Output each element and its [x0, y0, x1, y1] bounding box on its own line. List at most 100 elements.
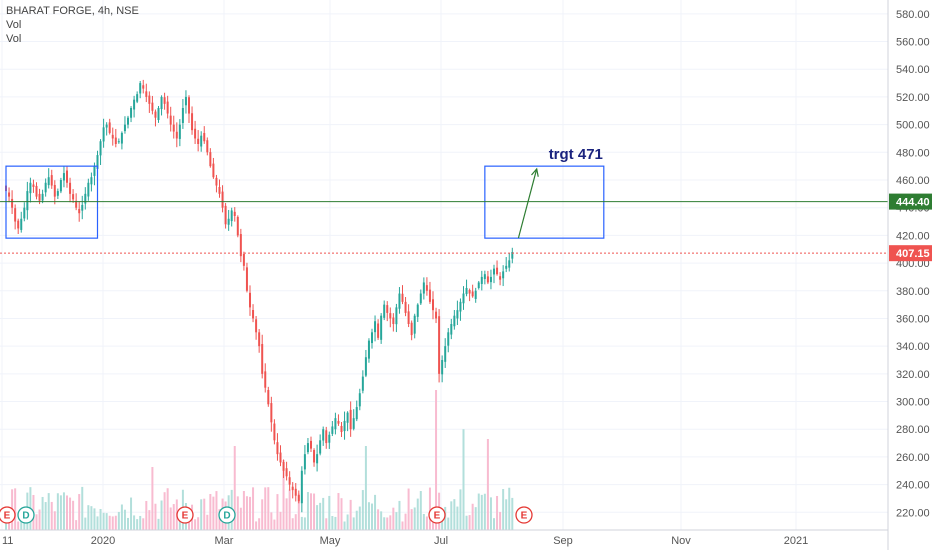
- dividend-event-marker[interactable]: [218, 506, 236, 524]
- candle-body: [502, 271, 505, 279]
- volume-bar: [264, 487, 267, 530]
- candle-body: [194, 128, 197, 139]
- event-marker-letter: E: [182, 511, 189, 522]
- earnings-event-marker[interactable]: [515, 506, 533, 524]
- volume-bar: [157, 518, 160, 530]
- candle-body: [416, 304, 419, 317]
- volume-bar: [69, 497, 72, 530]
- candle-body: [230, 210, 233, 222]
- target-arrow[interactable]: [517, 168, 538, 239]
- volume-bar: [374, 494, 377, 530]
- candle-body: [90, 177, 93, 185]
- candle-body: [221, 191, 224, 208]
- rectangle-drawing[interactable]: [5, 165, 99, 239]
- candle-body: [136, 94, 139, 102]
- candle-body: [489, 276, 492, 283]
- volume-bar: [276, 494, 279, 530]
- volume-bar: [178, 516, 181, 530]
- volume-bar: [14, 488, 17, 530]
- candle-body: [178, 124, 181, 139]
- dividend-event-marker[interactable]: [17, 506, 35, 524]
- volume-bar: [358, 506, 361, 530]
- volume-indicator-label[interactable]: Vol: [6, 19, 22, 31]
- target-annotation[interactable]: trgt 471: [549, 146, 603, 163]
- volume-bar: [407, 488, 410, 530]
- volume-bar: [255, 521, 258, 530]
- volume-bar: [239, 507, 242, 530]
- candle-body: [227, 218, 230, 225]
- candle-body: [99, 141, 102, 156]
- volume-bar: [99, 508, 102, 530]
- candle-body: [66, 170, 68, 183]
- volume-bar: [108, 515, 111, 530]
- volume-bar: [300, 516, 303, 530]
- price-tick-label: 320.00: [896, 369, 930, 381]
- candle-body: [203, 132, 206, 142]
- volume-bar: [120, 504, 123, 530]
- volume-bar: [392, 507, 395, 530]
- candle-body: [160, 96, 163, 110]
- volume-bar: [90, 506, 93, 530]
- rectangle-drawing[interactable]: [484, 165, 605, 239]
- volume-bar: [75, 520, 78, 530]
- time-axis[interactable]: 11 2020 Mar May Jul Sep Nov 2021: [2, 535, 808, 547]
- candle-body: [456, 310, 459, 319]
- candle-body: [352, 418, 355, 429]
- price-tag-label: 444.40: [896, 197, 930, 209]
- volume-bar: [325, 518, 328, 530]
- volume-bar: [50, 501, 53, 530]
- volume-indicator-label-2[interactable]: Vol: [6, 33, 22, 45]
- volume-bar: [209, 493, 212, 530]
- volume-bar: [136, 519, 139, 530]
- volume-bar: [38, 509, 41, 530]
- candle-body: [407, 311, 410, 324]
- volume-bar: [84, 517, 87, 530]
- price-tick-label: 260.00: [896, 452, 930, 464]
- candle-body: [346, 412, 349, 423]
- price-axis[interactable]: 220.00 240.00 260.00 280.00 300.00 320.00 340.…: [896, 9, 930, 519]
- candle-body: [206, 140, 209, 153]
- candle-body: [17, 220, 20, 229]
- volume-bar: [291, 518, 294, 530]
- volume-bar: [41, 496, 44, 530]
- earnings-event-marker[interactable]: [176, 506, 194, 524]
- candle-body: [184, 96, 187, 106]
- candle-body: [285, 468, 288, 477]
- drawings[interactable]: trgt 471: [0, 146, 888, 254]
- candle-body: [264, 371, 267, 388]
- candle-body: [364, 357, 367, 376]
- event-marker-letter: E: [434, 511, 441, 522]
- volume-bar: [215, 491, 218, 530]
- candle-body: [483, 274, 486, 280]
- candle-body: [102, 127, 105, 142]
- candle-body: [145, 91, 148, 97]
- volume-bar: [398, 500, 401, 530]
- earnings-event-marker[interactable]: [0, 506, 16, 524]
- price-tick-label: 420.00: [896, 230, 930, 242]
- candle-body: [432, 299, 434, 311]
- event-marker-letter: E: [521, 511, 528, 522]
- volume-bar: [242, 490, 245, 530]
- candle-body: [273, 423, 276, 441]
- candle-body: [215, 177, 218, 186]
- price-tick-label: 280.00: [896, 424, 930, 436]
- volume-bar: [319, 502, 322, 530]
- volume-bar: [285, 498, 288, 530]
- volume-bar: [197, 517, 200, 530]
- candle-body: [105, 124, 108, 128]
- earnings-event-marker[interactable]: [428, 506, 446, 524]
- volume-bar: [416, 498, 419, 530]
- chart-title: BHARAT FORGE, 4h, NSE: [6, 5, 139, 17]
- candle-body: [181, 108, 184, 124]
- candle-body: [191, 113, 194, 131]
- candle-body: [169, 115, 172, 125]
- volume-bar: [337, 493, 340, 530]
- volume-bar: [310, 493, 312, 530]
- volume-bar: [17, 521, 20, 530]
- candle-body: [108, 122, 111, 133]
- volume-bar: [111, 516, 114, 530]
- candle-body: [468, 290, 471, 294]
- time-tick-label: Nov: [671, 535, 691, 547]
